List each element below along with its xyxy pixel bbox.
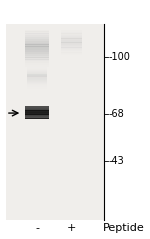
Bar (25, 39, 49, 41)
Bar (60, 36, 82, 38)
Bar (60, 54, 82, 55)
Bar (25, 48, 49, 50)
Bar (25, 112, 49, 113)
Text: Peptide: Peptide (103, 223, 145, 233)
Bar (60, 47, 82, 49)
Text: +: + (66, 223, 76, 233)
Bar (60, 51, 82, 53)
Bar (25, 65, 49, 67)
Text: -100: -100 (108, 52, 130, 62)
Bar (27, 76, 47, 78)
Bar (25, 117, 49, 118)
Bar (27, 86, 47, 87)
Bar (25, 41, 49, 43)
Bar (27, 83, 47, 84)
Text: -: - (35, 223, 39, 233)
Bar (27, 80, 47, 81)
Bar (60, 49, 82, 50)
Bar (25, 44, 49, 47)
Bar (25, 118, 49, 119)
Bar (27, 85, 47, 87)
Text: -43: -43 (108, 156, 124, 166)
Bar (27, 79, 47, 80)
Bar (25, 59, 49, 61)
Bar (25, 61, 49, 63)
Bar (25, 109, 49, 110)
Bar (25, 35, 49, 37)
Bar (25, 33, 49, 35)
Bar (25, 43, 49, 45)
Bar (25, 110, 49, 111)
Bar (60, 32, 82, 34)
Bar (25, 57, 49, 60)
Bar (27, 81, 47, 82)
Bar (25, 52, 49, 54)
Bar (27, 87, 47, 89)
Bar (27, 75, 47, 77)
Bar (60, 35, 82, 36)
Bar (60, 50, 82, 51)
Bar (25, 54, 49, 56)
Bar (60, 42, 82, 44)
Bar (60, 40, 82, 41)
Bar (25, 50, 49, 52)
Bar (25, 56, 49, 58)
Bar (27, 72, 47, 73)
Bar (60, 43, 82, 45)
Bar (25, 108, 49, 109)
Bar (27, 77, 47, 79)
Bar (60, 38, 82, 40)
Bar (27, 68, 47, 69)
Bar (6, 24, 104, 220)
Bar (25, 118, 49, 120)
Text: -68: -68 (108, 109, 124, 119)
Bar (27, 71, 47, 72)
Bar (27, 82, 47, 83)
Bar (25, 110, 49, 111)
Bar (27, 70, 47, 71)
Bar (27, 74, 47, 76)
Bar (25, 113, 49, 114)
Bar (25, 116, 49, 117)
Bar (60, 30, 82, 31)
Bar (25, 111, 49, 112)
Bar (60, 33, 82, 35)
Bar (25, 46, 49, 48)
Bar (60, 31, 82, 32)
Bar (25, 63, 49, 65)
Bar (25, 115, 49, 116)
Bar (27, 67, 47, 68)
Bar (60, 37, 82, 39)
Bar (60, 53, 82, 54)
Bar (25, 37, 49, 39)
Bar (25, 114, 49, 115)
Bar (60, 45, 82, 46)
Bar (27, 84, 47, 85)
Bar (25, 30, 49, 32)
Bar (60, 41, 82, 43)
Bar (60, 46, 82, 48)
Bar (25, 106, 49, 108)
Bar (27, 69, 47, 70)
Bar (25, 31, 49, 33)
Bar (25, 114, 49, 115)
Bar (27, 73, 47, 75)
Bar (25, 107, 49, 108)
